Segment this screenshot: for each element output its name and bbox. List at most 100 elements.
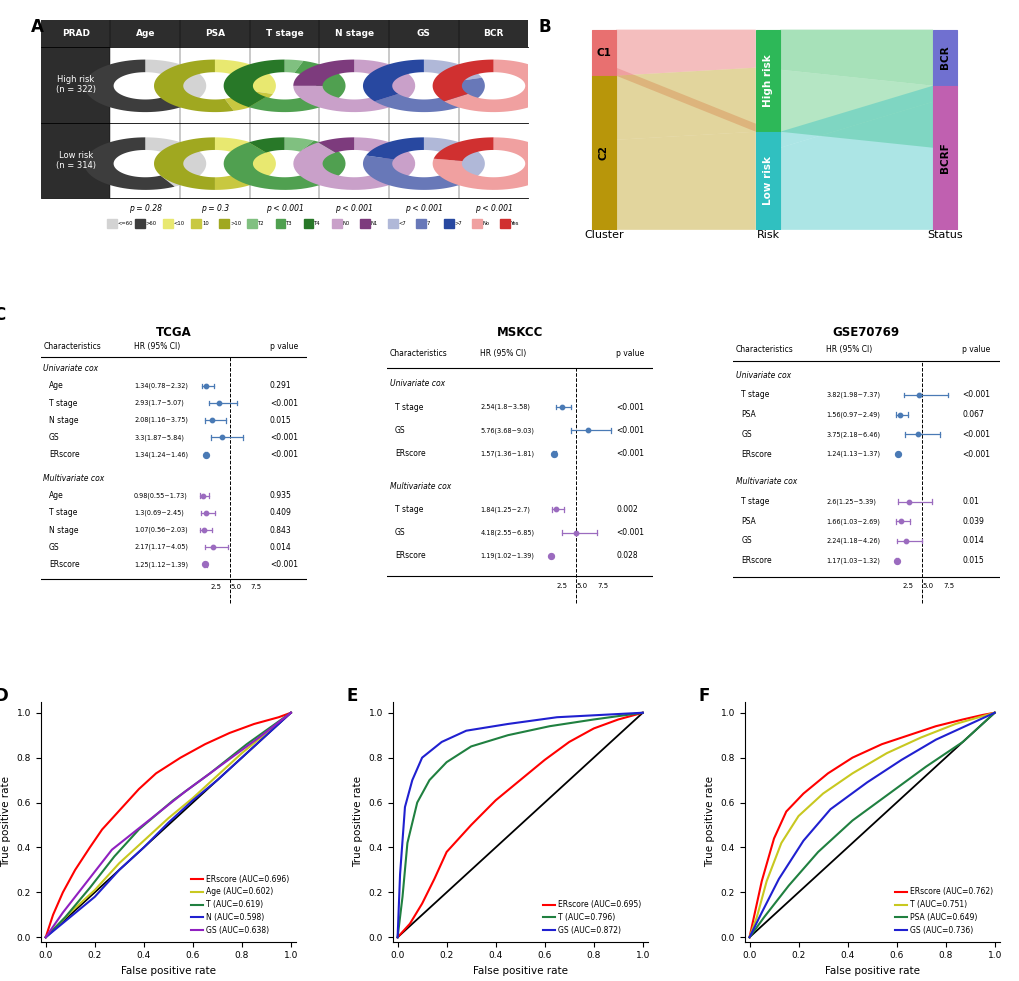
FancyBboxPatch shape <box>41 20 110 47</box>
Polygon shape <box>145 60 206 105</box>
Text: T stage: T stage <box>394 402 423 412</box>
Text: 7: 7 <box>426 222 430 227</box>
Bar <box>163 220 173 228</box>
Text: 1.07(0.56~2.03): 1.07(0.56~2.03) <box>133 527 187 534</box>
Text: 0.015: 0.015 <box>961 556 983 565</box>
Point <box>211 395 227 411</box>
Point <box>567 525 583 541</box>
Point <box>198 446 214 462</box>
Polygon shape <box>374 77 484 112</box>
Text: ERscore: ERscore <box>49 450 79 459</box>
Polygon shape <box>224 90 273 111</box>
Text: Low risk: Low risk <box>762 156 772 205</box>
Bar <box>416 220 426 228</box>
Text: 1.25(1.12~1.39): 1.25(1.12~1.39) <box>133 561 187 568</box>
Polygon shape <box>215 60 275 94</box>
Point <box>580 423 596 439</box>
Text: T4: T4 <box>314 222 321 227</box>
Text: Characteristics: Characteristics <box>389 349 447 358</box>
Text: PRAD: PRAD <box>61 28 90 38</box>
Text: <0.001: <0.001 <box>270 560 298 569</box>
Text: Cluster: Cluster <box>584 230 624 239</box>
FancyBboxPatch shape <box>319 20 388 47</box>
Text: N stage: N stage <box>334 28 373 38</box>
Text: D: D <box>0 687 8 705</box>
Point <box>909 427 925 442</box>
Text: <0.001: <0.001 <box>961 430 989 439</box>
Polygon shape <box>154 137 215 190</box>
Text: 1.56(0.97~2.49): 1.56(0.97~2.49) <box>825 411 879 418</box>
Text: Multivariate cox: Multivariate cox <box>736 478 797 487</box>
Text: 5.0: 5.0 <box>230 584 242 590</box>
Bar <box>135 220 145 228</box>
Text: High risk
(n = 322): High risk (n = 322) <box>56 76 96 94</box>
Text: PSA: PSA <box>741 517 755 526</box>
Bar <box>932 85 957 230</box>
Text: 5.76(3.68~9.03): 5.76(3.68~9.03) <box>480 427 534 434</box>
Text: <10: <10 <box>173 222 184 227</box>
Text: Age: Age <box>49 491 63 500</box>
Text: T2: T2 <box>258 222 265 227</box>
Point <box>900 493 916 509</box>
Bar <box>387 220 397 228</box>
Text: 7.5: 7.5 <box>251 584 262 590</box>
Text: 0.014: 0.014 <box>961 537 983 545</box>
Text: p = 0.3: p = 0.3 <box>201 204 229 213</box>
Text: p value: p value <box>961 345 989 354</box>
Text: BCRF: BCRF <box>940 142 950 173</box>
Text: 0.039: 0.039 <box>961 517 983 526</box>
Y-axis label: True positive rate: True positive rate <box>1 776 11 867</box>
Text: 5.0: 5.0 <box>576 583 587 589</box>
Text: T stage: T stage <box>266 28 304 38</box>
Text: 0.002: 0.002 <box>615 505 637 514</box>
Text: 1.84(1.25~2.7): 1.84(1.25~2.7) <box>480 506 530 513</box>
Polygon shape <box>366 137 424 159</box>
Text: 0.935: 0.935 <box>270 491 291 500</box>
Text: <0.001: <0.001 <box>615 426 643 435</box>
Text: Multivariate cox: Multivariate cox <box>44 474 105 483</box>
Bar <box>932 29 957 85</box>
Text: 3.75(2.18~6.46): 3.75(2.18~6.46) <box>825 432 879 438</box>
Text: HR (95% CI): HR (95% CI) <box>825 345 872 354</box>
X-axis label: False positive rate: False positive rate <box>472 966 568 976</box>
Text: >10: >10 <box>230 222 240 227</box>
Polygon shape <box>249 137 284 153</box>
Polygon shape <box>363 60 424 101</box>
Polygon shape <box>615 68 755 131</box>
FancyBboxPatch shape <box>250 20 319 47</box>
Text: T stage: T stage <box>741 390 769 399</box>
Text: 2.54(1.8~3.58): 2.54(1.8~3.58) <box>480 404 530 410</box>
Text: 1.57(1.36~1.81): 1.57(1.36~1.81) <box>480 450 534 457</box>
Text: Univariate cox: Univariate cox <box>44 364 99 373</box>
Text: >60: >60 <box>146 222 157 227</box>
Text: MSKCC: MSKCC <box>496 326 543 338</box>
Text: <0.001: <0.001 <box>270 398 298 407</box>
Text: 1.19(1.02~1.39): 1.19(1.02~1.39) <box>480 552 534 559</box>
Text: 0.409: 0.409 <box>270 508 291 517</box>
Text: 0.067: 0.067 <box>961 410 983 419</box>
Text: High risk: High risk <box>762 54 772 107</box>
Text: BCR: BCR <box>483 28 503 38</box>
Text: 10: 10 <box>202 222 209 227</box>
Legend: ERscore (AUC=0.762), T (AUC=0.751), PSA (AUC=0.649), GS (AUC=0.736): ERscore (AUC=0.762), T (AUC=0.751), PSA … <box>892 884 995 938</box>
Point <box>197 556 213 572</box>
Text: TCGA: TCGA <box>156 326 192 338</box>
Text: Age: Age <box>136 28 155 38</box>
FancyBboxPatch shape <box>41 47 110 123</box>
Text: <0.001: <0.001 <box>270 433 298 441</box>
Polygon shape <box>615 29 755 76</box>
Polygon shape <box>424 137 484 184</box>
Point <box>893 513 909 529</box>
Text: BCR: BCR <box>940 46 950 70</box>
Polygon shape <box>615 131 755 230</box>
Text: 0.015: 0.015 <box>270 416 291 425</box>
Point <box>195 488 211 503</box>
Text: 3.82(1.98~7.37): 3.82(1.98~7.37) <box>825 391 879 398</box>
Text: 7.5: 7.5 <box>943 584 954 590</box>
Text: 2.93(1.7~5.07): 2.93(1.7~5.07) <box>133 400 183 406</box>
Polygon shape <box>284 137 314 152</box>
Y-axis label: True positive rate: True positive rate <box>353 776 363 867</box>
Polygon shape <box>284 60 303 73</box>
Text: 2.5: 2.5 <box>555 583 567 589</box>
Text: p < 0.001: p < 0.001 <box>474 204 512 213</box>
